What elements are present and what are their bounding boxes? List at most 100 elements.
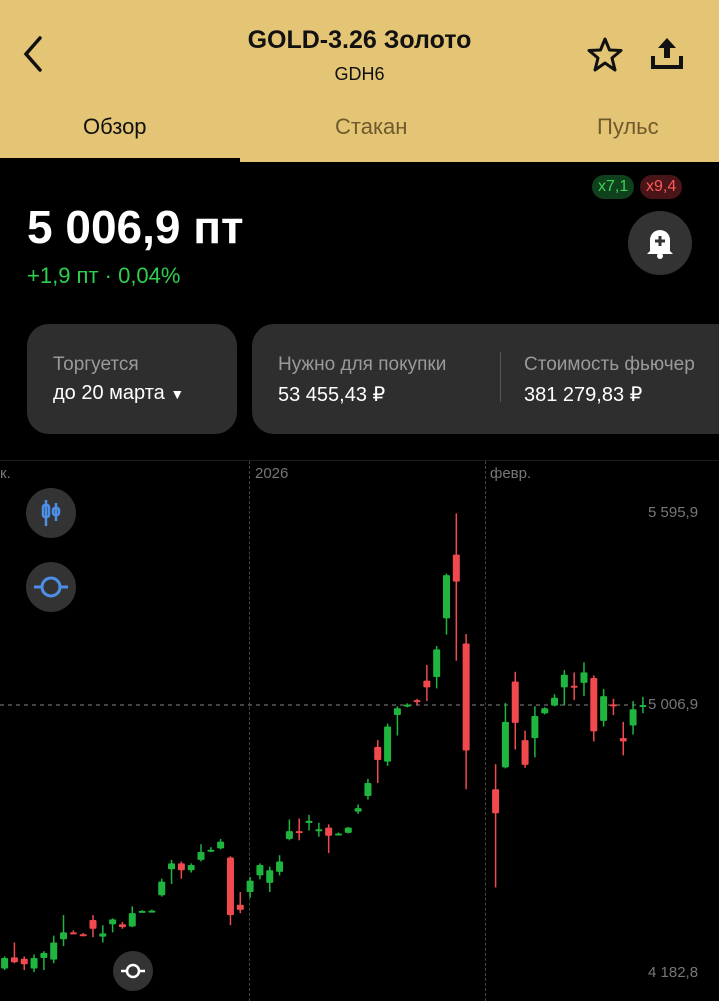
candle-body [639,704,647,707]
chart-type-button[interactable] [26,488,76,538]
candle-body [384,726,392,762]
candle-body [560,674,568,688]
candle-body [109,919,117,925]
candle-body [551,697,559,706]
expiry-card[interactable]: Торгуется до 20 марта ▼ [27,324,237,434]
candle-body [609,704,617,707]
candlestick-icon [41,500,61,526]
candle-body [79,934,87,937]
tab-pulse[interactable]: Пульс [597,114,659,139]
candle-body [158,881,166,896]
candle-body [590,677,598,732]
candle-body [138,910,146,913]
candle-body [619,738,627,742]
candle-body [521,740,529,765]
candle-body [168,863,176,870]
star-icon[interactable] [586,36,624,74]
candle-body [69,932,77,935]
candle-body [50,942,58,960]
candle-body [187,865,195,871]
tab-overview[interactable]: Обзор [83,114,147,139]
candle-body [128,913,136,927]
candle-body [443,575,450,619]
cost-value: 381 279,83 ₽ [524,384,643,406]
candle-body [364,783,372,797]
candle-body [452,554,460,582]
candle-body [492,789,500,814]
leverage-short-badge: x9,4 [640,175,683,199]
active-tab-indicator [0,158,240,162]
crosshair-button[interactable] [26,562,76,612]
x-label: к. [0,465,11,482]
instrument-header: GOLD-3.26 Золото GDH6 Обзор Стакан Пульс [0,0,719,162]
candle-body [462,643,470,751]
x-label: февр. [490,465,532,482]
expiry-label: Торгуется [53,354,139,375]
candle-body [276,861,284,872]
gridline-2026 [249,461,250,1001]
candle-body [20,958,28,965]
reset-view-button[interactable] [113,951,153,991]
y-label-bottom: 4 182,8 [648,964,699,982]
y-label-current: 5 006,9 [648,696,699,713]
divider [500,352,501,402]
candle-body [403,704,411,707]
candle-body [226,857,234,916]
target-icon [121,963,145,979]
candle-body [197,852,205,860]
candle-body [60,932,68,940]
expiry-dropdown[interactable]: до 20 марта ▼ [53,382,184,405]
candle-body [325,827,333,836]
gridline-feb [485,461,486,1001]
candle-body [89,919,97,929]
candle-body [236,904,244,910]
candle-body [177,863,185,871]
margin-label: Нужно для покупки [278,354,447,375]
candles [0,513,647,973]
candle-body [433,649,441,677]
current-price: 5 006,9 пт [27,201,244,253]
instrument-ticker: GDH6 [334,64,385,84]
candle-body [531,716,539,739]
candle-body [305,820,313,824]
price-chart[interactable]: к. 2026 февр. 5 595,9 5 006,9 4 182,8 [0,460,719,1001]
candle-body [570,685,578,688]
x-label: 2026 [255,465,289,482]
candle-body [30,958,38,969]
candle-body [374,746,382,760]
candle-body [207,849,215,852]
candle-body [393,708,401,716]
dropdown-arrow-icon: ▼ [170,386,185,402]
candle-body [217,841,225,849]
bell-plus-icon [647,230,673,259]
candle-body [580,672,588,683]
instrument-title: GOLD-3.26 Золото [247,26,472,54]
candle-body [118,924,126,928]
candle-body [285,831,293,839]
candle-body [334,833,342,836]
tab-order-book[interactable]: Стакан [335,114,408,139]
candle-body [148,910,156,913]
candle-body [246,880,254,893]
margin-value: 53 455,43 ₽ [278,384,386,406]
candle-body [1,958,9,969]
candle-body [344,827,352,833]
candle-body [266,870,274,883]
candle-body [315,829,323,832]
candle-body [99,933,107,937]
chevron-left-icon[interactable] [18,34,52,74]
share-icon[interactable] [648,34,686,72]
candle-body [511,681,519,723]
candle-body [295,831,303,834]
candle-body [423,680,431,688]
candle-body [600,696,608,721]
candle-body [501,721,509,768]
add-alert-button[interactable] [628,211,692,275]
candle-body [541,708,549,714]
leverage-long-badge: x7,1 [592,175,635,199]
candle-body [256,865,264,876]
crosshair-icon [34,576,68,598]
candle-body [413,700,421,703]
y-label-top: 5 595,9 [648,504,699,522]
expiry-value: до 20 марта [53,382,165,404]
